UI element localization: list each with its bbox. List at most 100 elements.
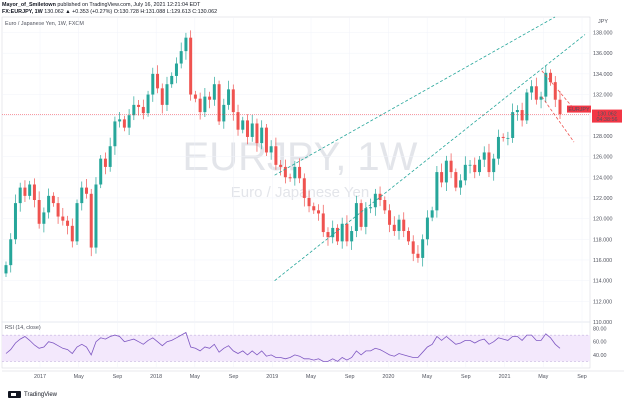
- candle-body: [103, 158, 107, 167]
- candle-67: [321, 204, 325, 237]
- candle-body: [515, 110, 519, 113]
- candle-54: [260, 120, 264, 150]
- candle-23: [113, 116, 117, 155]
- wedge-upper-line: [541, 70, 575, 110]
- tradingview-brand[interactable]: TradingView: [8, 391, 57, 398]
- candle-body: [302, 178, 306, 198]
- candle-body: [279, 164, 283, 167]
- candle-84: [402, 212, 406, 238]
- candle-42: [203, 88, 207, 117]
- candle-101: [482, 146, 486, 168]
- candle-32: [156, 65, 160, 94]
- candle-body: [534, 86, 538, 100]
- rsi-tick-label: 40.00: [593, 353, 607, 359]
- candle-90: [430, 206, 434, 222]
- candle-104: [496, 129, 500, 165]
- candle-body: [61, 216, 65, 221]
- y-tick-label: 126.000: [593, 155, 613, 161]
- candle-85: [406, 227, 410, 245]
- candle-113: [539, 91, 543, 109]
- candle-44: [212, 76, 216, 106]
- candle-86: [411, 235, 415, 262]
- candle-body: [449, 160, 453, 173]
- candle-0: [4, 261, 8, 278]
- badge-price: 130.062: [597, 112, 617, 118]
- y-tick-label: 132.000: [593, 93, 613, 99]
- candle-75: [359, 199, 363, 231]
- candle-body: [430, 210, 434, 218]
- candle-12: [61, 207, 65, 226]
- candle-68: [326, 227, 330, 246]
- candle-37: [179, 42, 183, 69]
- candle-body: [440, 172, 444, 183]
- candle-105: [501, 133, 505, 142]
- candle-body: [250, 123, 254, 137]
- candle-115: [549, 69, 553, 86]
- candle-27: [132, 96, 136, 121]
- badge-symbol: EURJPY: [568, 107, 590, 113]
- candle-body: [487, 152, 491, 173]
- candle-98: [468, 159, 472, 174]
- candle-45: [217, 80, 221, 126]
- candle-body: [151, 73, 155, 95]
- candle-body: [132, 104, 136, 116]
- candle-body: [463, 164, 467, 181]
- falling-wedge: [541, 70, 575, 143]
- candle-body: [51, 195, 55, 204]
- candle-11: [56, 197, 60, 224]
- candle-112: [534, 77, 538, 105]
- candle-63: [302, 173, 306, 207]
- candle-80: [383, 196, 387, 214]
- publish-info: Mayor_of_Smiletown published on TradingV…: [2, 2, 200, 8]
- candle-body: [108, 146, 112, 167]
- candle-93: [444, 155, 448, 192]
- candle-body: [392, 224, 396, 232]
- candle-6: [32, 178, 36, 208]
- candle-91: [435, 165, 439, 218]
- symbol-label: FX:EURJPY, 1W: [2, 9, 43, 15]
- candle-body: [241, 120, 245, 130]
- candle-body: [388, 210, 392, 225]
- candle-body: [383, 200, 387, 211]
- candle-50: [241, 116, 245, 134]
- candle-body: [170, 75, 174, 85]
- candle-body: [312, 206, 316, 211]
- candle-41: [198, 92, 202, 120]
- currency-label: JPY: [598, 19, 608, 25]
- y-tick-label: 120.000: [593, 217, 613, 223]
- x-tick-label: 2019: [266, 374, 278, 380]
- candle-body: [264, 127, 268, 153]
- candle-52: [250, 114, 254, 142]
- candle-body: [231, 89, 235, 113]
- x-tick-label: 2017: [34, 374, 46, 380]
- candle-61: [293, 160, 297, 186]
- candle-14: [70, 218, 74, 248]
- candle-106: [506, 131, 510, 146]
- y-tick-label: 116.000: [593, 258, 612, 264]
- candle-114: [544, 65, 548, 103]
- candle-31: [151, 67, 155, 102]
- wedge-lower-line: [541, 96, 575, 143]
- candle-body: [260, 127, 264, 144]
- x-tick-label: May: [538, 374, 548, 380]
- candle-40: [193, 90, 197, 103]
- ascending-channel: [274, 16, 586, 281]
- candle-25: [122, 115, 126, 132]
- candle-body: [501, 136, 505, 138]
- candle-7: [37, 191, 41, 229]
- channel-lower-line: [274, 34, 586, 281]
- candle-10: [51, 192, 55, 207]
- watermark-name: Euro / Japanese Yen: [231, 184, 369, 201]
- candle-87: [416, 245, 420, 263]
- candle-35: [170, 72, 174, 88]
- candle-74: [354, 195, 358, 238]
- candle-body: [293, 166, 297, 179]
- candle-body: [416, 253, 420, 258]
- author-name[interactable]: Mayor_of_Smiletown: [2, 2, 56, 8]
- candle-body: [89, 193, 93, 248]
- candle-body: [307, 197, 311, 207]
- y-tick-label: 118.000: [593, 237, 612, 243]
- candle-28: [137, 100, 141, 116]
- candle-70: [335, 224, 339, 245]
